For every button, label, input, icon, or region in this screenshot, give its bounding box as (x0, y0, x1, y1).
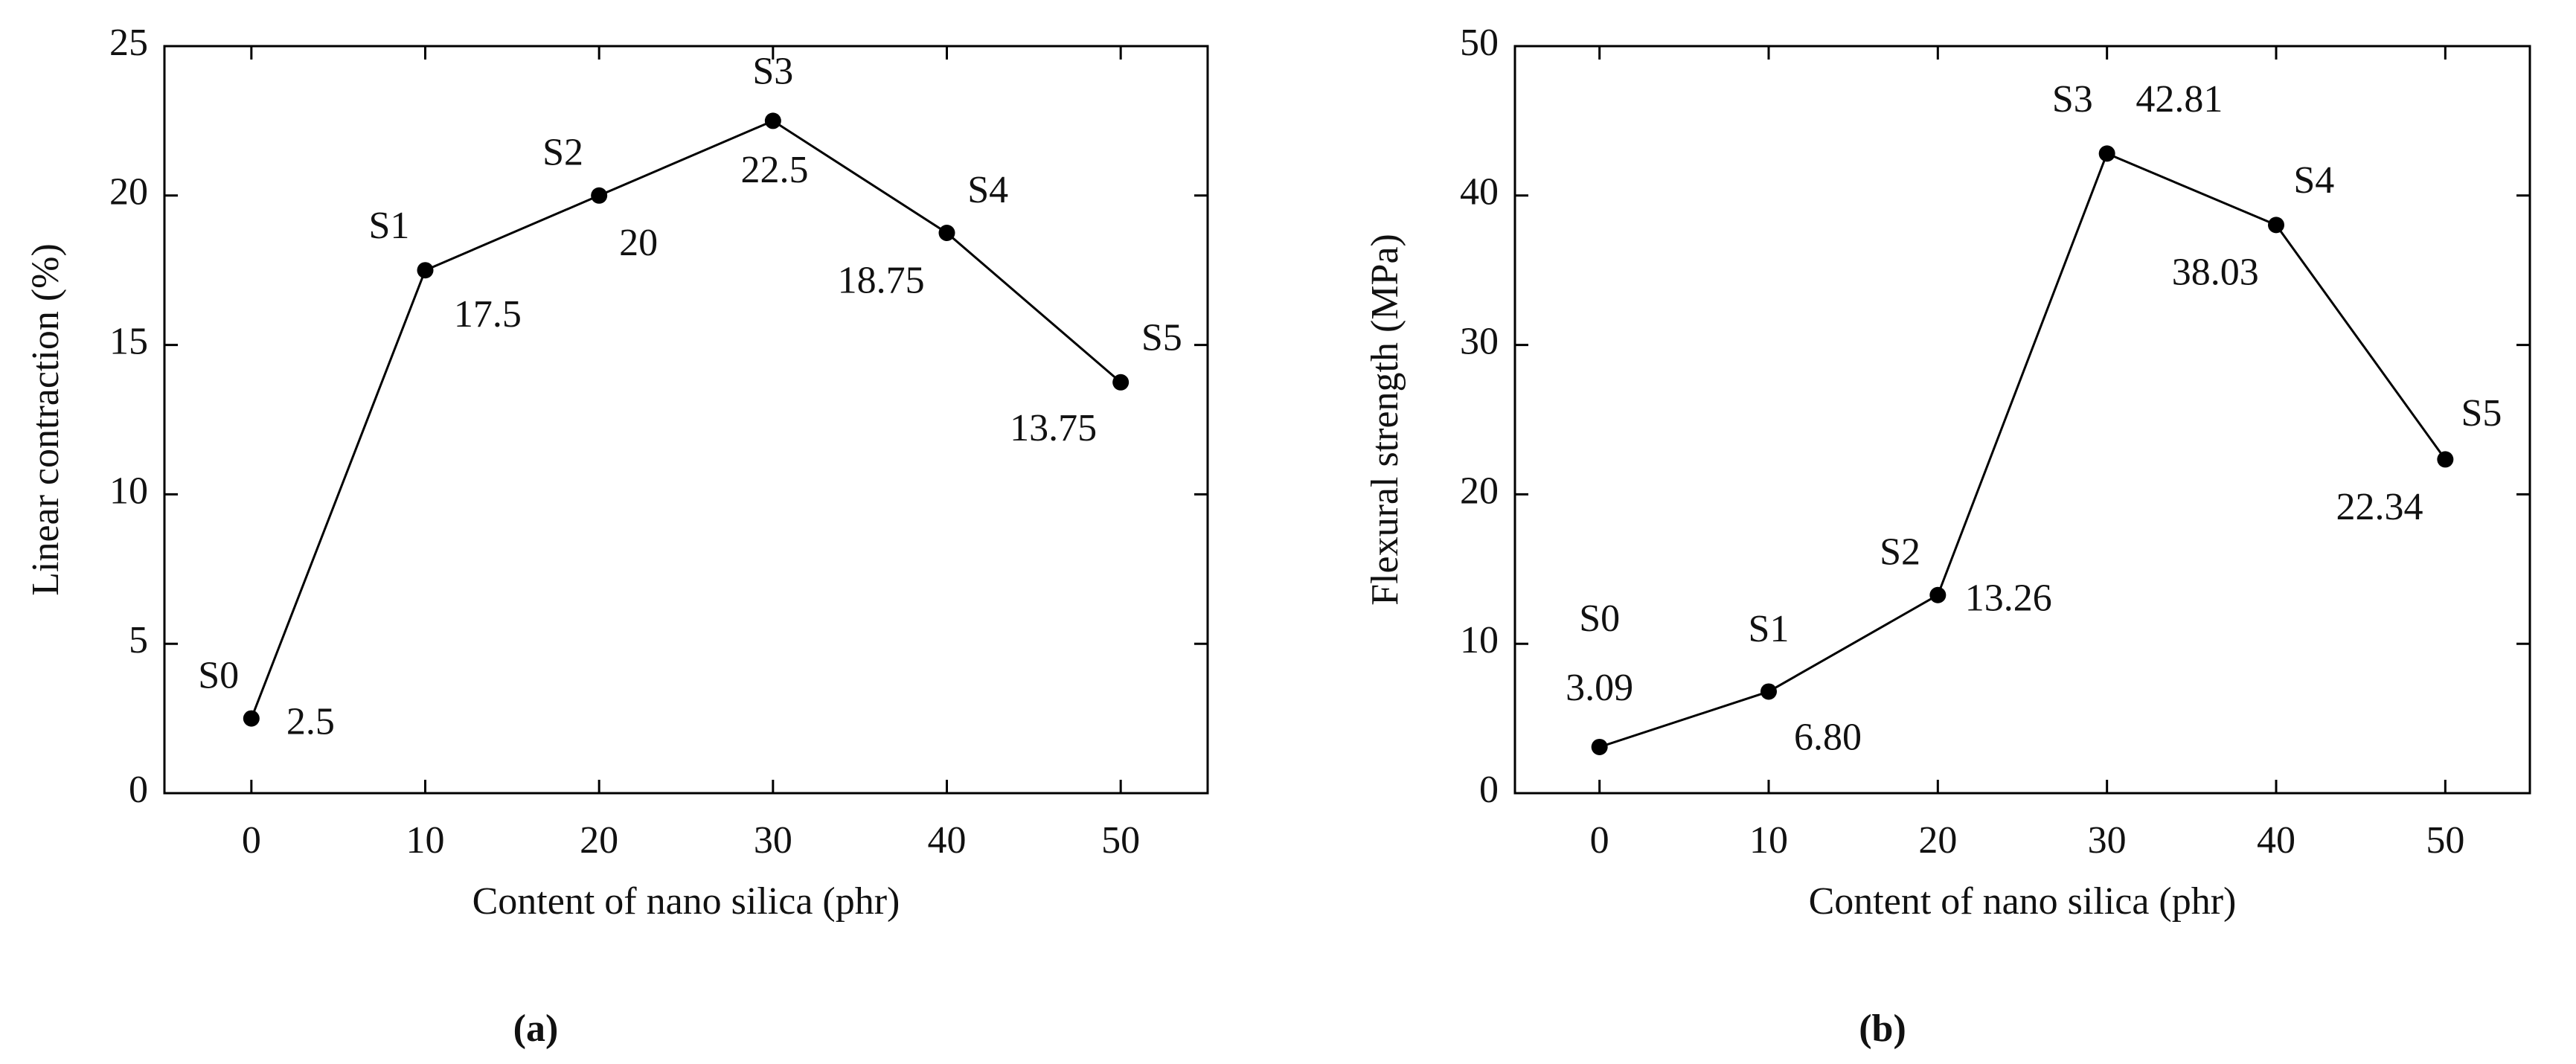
y-tick-label: 30 (1460, 321, 1499, 363)
data-point (938, 225, 955, 241)
y-axis-title: Flexural strength (MPa) (1364, 234, 1406, 606)
point-name: S1 (368, 205, 409, 247)
data-label: 6.80 (1794, 717, 1862, 759)
point-name: S3 (752, 51, 793, 93)
data-point (1112, 374, 1130, 391)
plot-frame (163, 45, 1209, 795)
data-point (417, 262, 434, 279)
data-label: 18.75 (838, 259, 925, 301)
y-tick-label: 0 (129, 769, 148, 811)
data-label: 20 (619, 222, 658, 264)
data-line (1599, 152, 2447, 749)
plot-frame (1513, 45, 2531, 795)
point-name: S5 (2461, 392, 2502, 435)
data-point (1760, 683, 1777, 700)
x-tick-label: 40 (928, 819, 967, 862)
x-tick-label: 40 (2257, 819, 2295, 862)
y-tick-label: 20 (1460, 469, 1499, 512)
y-tick-label: 40 (1460, 171, 1499, 214)
point-name: S0 (1579, 597, 1620, 640)
y-tick-label: 5 (129, 619, 148, 661)
x-tick-label: 0 (242, 819, 261, 862)
data-label: 17.5 (454, 293, 522, 336)
point-name: S1 (1749, 608, 1790, 650)
data-point (2268, 217, 2284, 234)
point-name: S2 (542, 132, 583, 174)
data-point (243, 710, 260, 727)
x-tick-label: 0 (1590, 819, 1609, 862)
data-label: 42.81 (2136, 78, 2223, 121)
x-axis-title: Content of nano silica (phr) (1809, 880, 2237, 923)
y-tick-label: 25 (109, 22, 148, 64)
point-name: S3 (2052, 78, 2093, 121)
x-tick-label: 20 (1918, 819, 1957, 862)
point-name: S4 (967, 169, 1008, 211)
x-tick-label: 10 (1749, 819, 1788, 862)
data-label: 22.34 (2336, 486, 2423, 528)
point-name: S4 (2293, 159, 2334, 202)
caption: (b) (1859, 1007, 1906, 1050)
y-tick-label: 10 (109, 469, 148, 512)
x-tick-label: 30 (754, 819, 792, 862)
data-label: 2.5 (286, 700, 335, 743)
y-tick-label: 10 (1460, 619, 1499, 661)
data-point (1591, 738, 1608, 755)
y-axis-title: Linear contraction (%) (25, 243, 67, 596)
data-point (2437, 451, 2454, 468)
data-label: 13.75 (1010, 407, 1097, 449)
y-tick-label: 15 (109, 321, 148, 363)
point-name: S5 (1141, 317, 1182, 359)
x-tick-label: 30 (2088, 819, 2127, 862)
y-tick-label: 50 (1460, 22, 1499, 64)
data-label: 13.26 (1965, 577, 2052, 620)
data-label: 3.09 (1566, 667, 1633, 709)
data-point (591, 187, 608, 204)
point-name: S0 (198, 655, 239, 697)
point-name: S2 (1880, 531, 1920, 574)
caption: (a) (513, 1007, 559, 1050)
data-label: 38.03 (2172, 251, 2259, 294)
x-tick-label: 10 (406, 819, 445, 862)
y-tick-label: 0 (1479, 769, 1499, 811)
data-point (764, 112, 781, 129)
data-line (250, 119, 1122, 720)
data-label: 22.5 (741, 149, 809, 191)
data-point (2098, 145, 2115, 162)
data-point (1929, 586, 1947, 603)
x-tick-label: 50 (1101, 819, 1140, 862)
x-axis-title: Content of nano silica (phr) (472, 880, 900, 923)
y-tick-label: 20 (109, 171, 148, 214)
x-tick-label: 20 (580, 819, 618, 862)
x-tick-label: 50 (2426, 819, 2464, 862)
